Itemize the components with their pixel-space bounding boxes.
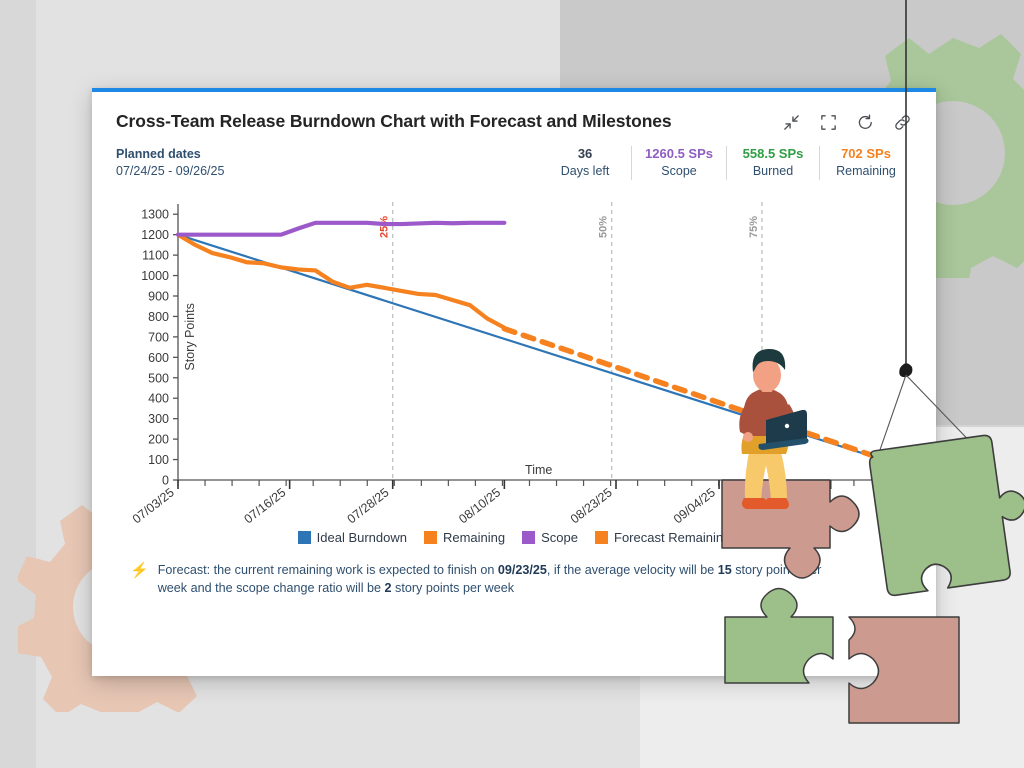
svg-text:1300: 1300 xyxy=(141,207,169,221)
legend-label-forecast-remaining: Forecast Remaining xyxy=(614,529,731,545)
refresh-icon[interactable] xyxy=(856,113,875,132)
burndown-chart: 0 100 200 300 400 500 600 700 800 900 1000 1100 1200… xyxy=(116,194,912,524)
svg-text:75%: 75% xyxy=(748,216,760,238)
burndown-chart-card: Cross-Team Release Burndown Chart with F… xyxy=(92,88,936,676)
svg-text:1200: 1200 xyxy=(141,228,169,242)
kpi-scope-value: 1260.5 SPs xyxy=(645,146,713,161)
kpi-days-left: 36 Days left xyxy=(539,146,631,180)
svg-text:800: 800 xyxy=(148,310,169,324)
svg-text:600: 600 xyxy=(148,351,169,365)
svg-text:1100: 1100 xyxy=(142,248,169,262)
summary-row: Planned dates 07/24/25 - 09/26/25 36 Day… xyxy=(116,146,912,180)
card-accent-bar xyxy=(92,88,936,92)
svg-text:09/04/25: 09/04/25 xyxy=(671,485,718,524)
kpi-days-left-caption: Days left xyxy=(560,163,610,178)
legend-label-remaining: Remaining xyxy=(442,529,506,545)
page-title: Cross-Team Release Burndown Chart with F… xyxy=(116,111,672,131)
planned-dates-value: 07/24/25 - 09/26/25 xyxy=(116,163,225,178)
kpi-remaining: 702 SPs Remaining xyxy=(819,146,912,180)
svg-text:400: 400 xyxy=(148,391,169,405)
svg-text:200: 200 xyxy=(148,432,169,446)
kpi-remaining-caption: Remaining xyxy=(836,163,896,178)
kpi-burned-caption: Burned xyxy=(752,163,794,178)
legend-item-scope[interactable]: Scope xyxy=(522,530,578,545)
forecast-velocity: 15 xyxy=(717,562,732,577)
planned-dates-label: Planned dates xyxy=(116,147,201,161)
legend-label-ideal-burndown: Ideal Burndown xyxy=(316,529,407,545)
svg-text:300: 300 xyxy=(148,412,169,426)
svg-text:Story Points: Story Points xyxy=(183,303,197,370)
legend-swatch-scope xyxy=(522,530,536,544)
forecast-prefix: Forecast: the current remaining work is … xyxy=(157,562,498,577)
link-icon[interactable] xyxy=(893,113,912,132)
legend-item-ideal-burndown[interactable]: Ideal Burndown xyxy=(297,529,407,545)
collapse-diagonal-icon[interactable] xyxy=(782,113,801,132)
svg-text:25%: 25% xyxy=(379,216,391,238)
svg-text:100: 100 xyxy=(148,453,169,467)
svg-text:900: 900 xyxy=(148,289,169,303)
card-toolbar xyxy=(782,111,912,132)
forecast-note-text: Forecast: the current remaining work is … xyxy=(158,561,848,598)
forecast-mid: , if the average velocity will be xyxy=(546,562,718,577)
legend-swatch-ideal-burndown xyxy=(297,530,311,544)
fit-screen-icon[interactable] xyxy=(819,113,838,132)
legend-item-forecast-remaining[interactable]: Forecast Remaining xyxy=(595,530,730,545)
lightning-icon: ⚡ xyxy=(130,561,149,579)
forecast-suffix: story points per week xyxy=(391,581,515,596)
svg-text:700: 700 xyxy=(148,330,169,344)
forecast-note: ⚡ Forecast: the current remaining work i… xyxy=(116,561,912,598)
chart-svg: 0 100 200 300 400 500 600 700 800 900 1000 1100 1200… xyxy=(130,201,911,524)
planned-dates-block: Planned dates 07/24/25 - 09/26/25 xyxy=(116,146,224,180)
svg-text:0: 0 xyxy=(162,473,169,487)
kpi-remaining-value: 702 SPs xyxy=(841,146,891,161)
kpi-group: 36 Days left 1260.5 SPs Scope 558.5 SPs … xyxy=(539,146,912,180)
svg-text:500: 500 xyxy=(148,371,169,385)
legend-swatch-remaining xyxy=(423,530,437,544)
card-header: Cross-Team Release Burndown Chart with F… xyxy=(116,92,912,132)
kpi-burned-value: 558.5 SPs xyxy=(742,146,804,161)
svg-text:08/10/25: 08/10/25 xyxy=(456,485,503,524)
svg-text:1000: 1000 xyxy=(141,269,169,283)
svg-text:08/23/25: 08/23/25 xyxy=(568,485,615,524)
svg-text:07/03/25: 07/03/25 xyxy=(130,485,177,524)
kpi-burned: 558.5 SPs Burned xyxy=(726,146,819,180)
legend-item-remaining[interactable]: Remaining xyxy=(423,529,506,545)
kpi-scope-caption: Scope xyxy=(661,163,697,178)
legend-swatch-forecast-remaining xyxy=(595,530,609,544)
svg-text:Time: Time xyxy=(525,463,552,477)
forecast-finish-date: 09/23/25 xyxy=(497,562,547,577)
kpi-scope: 1260.5 SPs Scope xyxy=(631,146,726,180)
kpi-days-left-value: 36 xyxy=(577,146,593,161)
svg-text:07/28/25: 07/28/25 xyxy=(345,485,392,524)
svg-text:50%: 50% xyxy=(598,216,610,238)
svg-text:09/17/25: 09/17/25 xyxy=(783,485,830,524)
svg-text:07/16/25: 07/16/25 xyxy=(242,485,289,524)
chart-legend: Ideal Burndown Remaining Scope Forecast … xyxy=(116,530,912,545)
forecast-scope-ratio: 2 xyxy=(384,581,392,596)
legend-label-scope: Scope xyxy=(541,529,579,545)
